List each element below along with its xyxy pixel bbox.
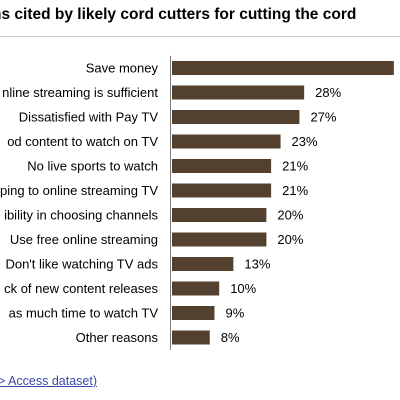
category-label: as much time to watch TV [9, 306, 159, 321]
category-label: od content to watch on TV [7, 134, 158, 149]
bar [172, 183, 272, 198]
bar [172, 306, 215, 320]
bar [172, 208, 267, 222]
bars [172, 61, 394, 345]
value-label: 20% [277, 208, 303, 223]
bar [172, 159, 272, 173]
access-dataset-link[interactable]: > Access dataset) [0, 374, 98, 388]
chart-title: ns cited by likely cord cutters for cutt… [0, 6, 357, 23]
bar [172, 61, 394, 75]
bar [172, 110, 300, 124]
category-label: ibility in choosing channels [4, 208, 158, 223]
value-labels: 28% 27% 23% 21% 21% 20% 20% 13% 10% 9% 8% [221, 85, 342, 345]
value-label: 27% [310, 110, 336, 125]
value-label: 8% [221, 330, 240, 345]
category-label: Dissatisfied with Pay TV [19, 110, 159, 125]
value-label: 28% [315, 85, 341, 100]
bar [172, 257, 234, 271]
category-label: ping to online streaming TV [0, 183, 158, 198]
category-label: Other reasons [76, 330, 159, 345]
category-label: nline streaming is sufficient [2, 85, 158, 100]
bar [172, 134, 281, 149]
value-label: 10% [230, 281, 256, 296]
title-divider [0, 36, 400, 37]
bar [172, 232, 267, 247]
category-label: Save money [86, 61, 159, 76]
value-label: 13% [244, 257, 270, 272]
value-label: 21% [282, 159, 308, 174]
value-label: 20% [277, 232, 303, 247]
category-labels: Save money nline streaming is sufficient D… [0, 61, 158, 346]
bar [172, 330, 210, 345]
bar [172, 85, 305, 100]
category-label: Don't like watching TV ads [5, 257, 158, 272]
value-label: 21% [282, 183, 308, 198]
value-label: 23% [292, 134, 318, 149]
value-label: 9% [225, 306, 244, 321]
bar [172, 281, 220, 296]
category-label: ck of new content releases [4, 281, 158, 296]
category-label: No live sports to watch [27, 159, 158, 174]
category-label: Use free online streaming [10, 232, 158, 247]
